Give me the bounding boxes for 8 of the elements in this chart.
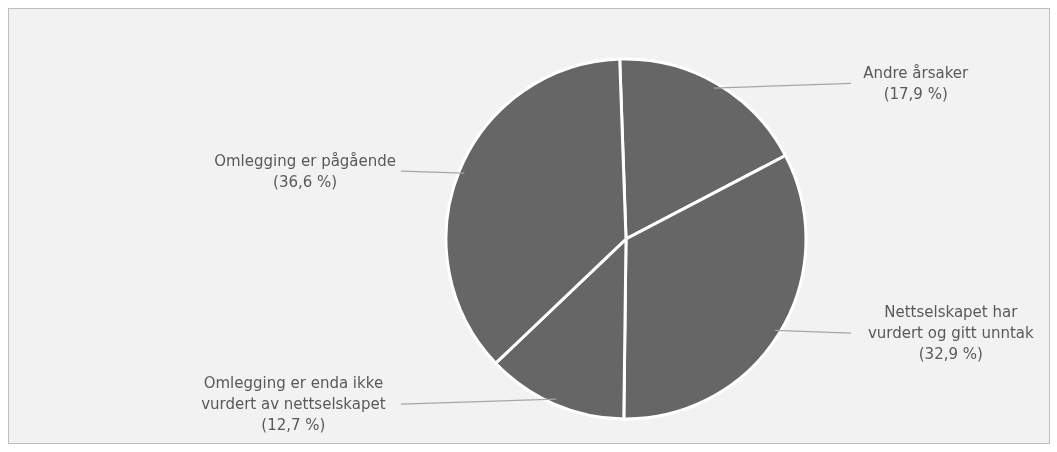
data-label: (32,9 %) [918, 345, 983, 364]
slice-label: Nettselskapet har vurdert og gitt unntak [867, 303, 1035, 343]
slice-label: Omlegging er pågående [214, 151, 397, 170]
data-label: (12,7 %) [261, 416, 326, 435]
data-label: (17,9 %) [883, 84, 948, 103]
slice-label: Omlegging er enda ikke vurdert av nettselskapet [201, 374, 386, 414]
slice-label: Andre årsaker [863, 63, 970, 82]
data-label: (36,6 %) [273, 172, 338, 191]
